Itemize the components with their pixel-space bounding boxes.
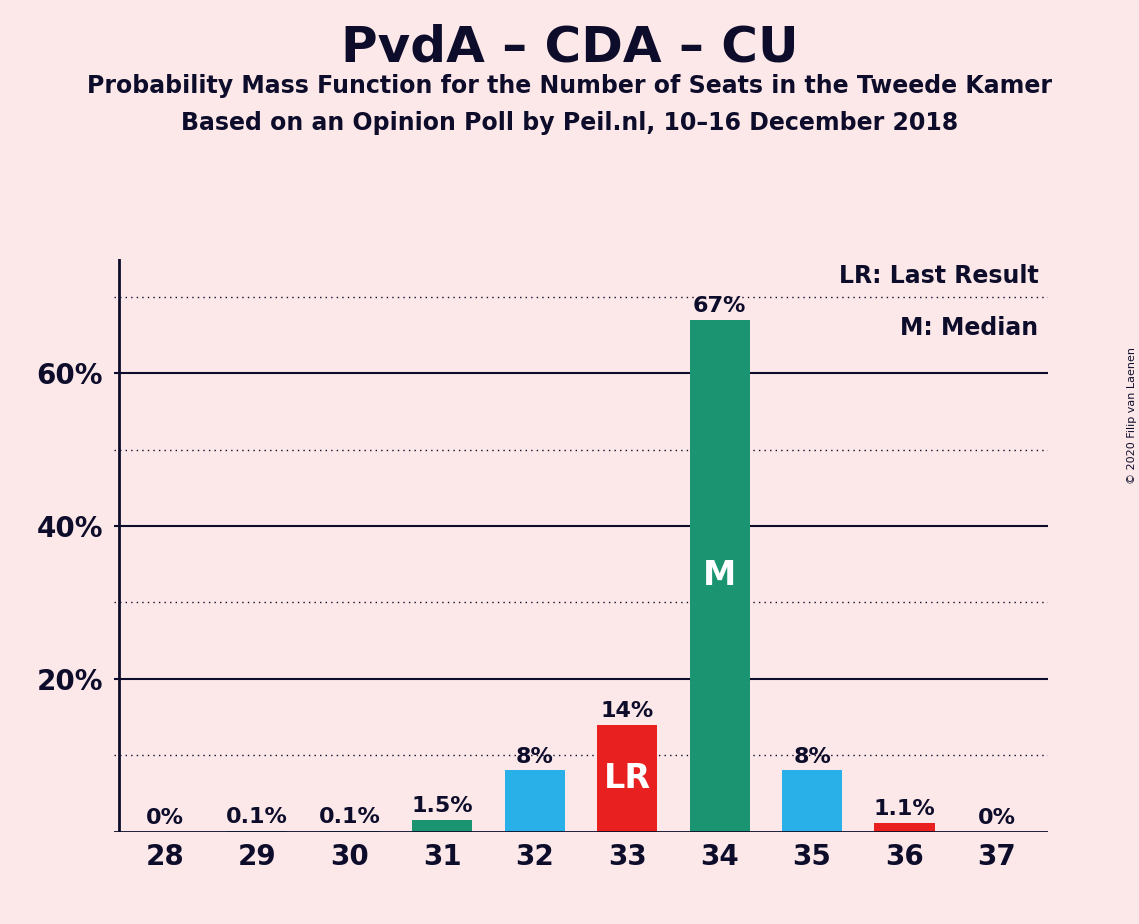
Text: PvdA – CDA – CU: PvdA – CDA – CU (341, 23, 798, 71)
Bar (689, 320, 749, 832)
Bar (875, 823, 935, 832)
Text: LR: Last Result: LR: Last Result (838, 264, 1039, 288)
Text: 0%: 0% (146, 808, 183, 828)
Text: 0.1%: 0.1% (227, 807, 288, 827)
Text: 0.1%: 0.1% (319, 807, 380, 827)
Text: 8%: 8% (516, 747, 554, 767)
Text: M: Median: M: Median (901, 316, 1039, 340)
Text: 1.5%: 1.5% (411, 796, 473, 816)
Text: 0%: 0% (978, 808, 1016, 828)
Bar (782, 771, 842, 832)
Bar (597, 724, 657, 832)
Bar (412, 821, 473, 832)
Text: M: M (703, 559, 736, 592)
Bar (505, 771, 565, 832)
Text: 1.1%: 1.1% (874, 799, 935, 820)
Text: 14%: 14% (600, 700, 654, 721)
Text: 8%: 8% (793, 747, 831, 767)
Text: Probability Mass Function for the Number of Seats in the Tweede Kamer: Probability Mass Function for the Number… (87, 74, 1052, 98)
Text: © 2020 Filip van Laenen: © 2020 Filip van Laenen (1126, 347, 1137, 484)
Text: Based on an Opinion Poll by Peil.nl, 10–16 December 2018: Based on an Opinion Poll by Peil.nl, 10–… (181, 111, 958, 135)
Text: LR: LR (604, 761, 650, 795)
Text: 67%: 67% (693, 296, 746, 316)
